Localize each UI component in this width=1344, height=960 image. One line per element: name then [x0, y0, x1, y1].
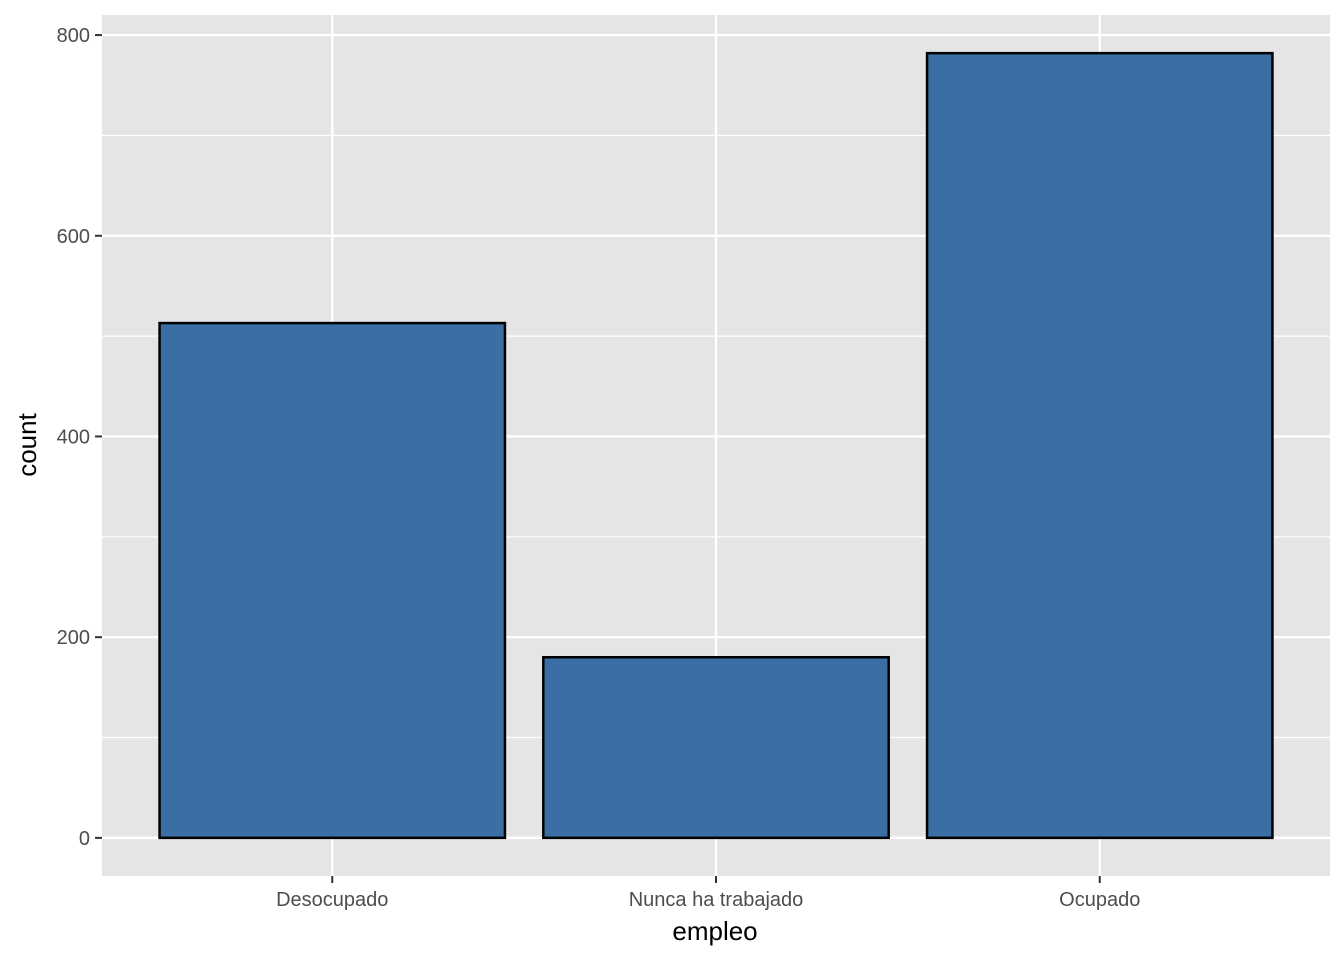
x-tick-label: Ocupado	[1059, 889, 1140, 911]
y-tick-label: 200	[57, 627, 90, 649]
bar-desocupado	[158, 321, 507, 840]
bars	[158, 51, 1274, 840]
y-axis-title: count	[12, 412, 42, 476]
y-tick-label: 800	[57, 25, 90, 47]
x-tick-label: Nunca ha trabajado	[629, 889, 804, 911]
y-tick-label: 600	[57, 226, 90, 248]
y-tick-label: 400	[57, 426, 90, 448]
x-tick-label: Desocupado	[276, 889, 388, 911]
y-tick-label: 0	[79, 828, 90, 850]
bar-ocupado	[925, 51, 1274, 840]
x-axis-title: empleo	[672, 916, 757, 946]
y-axis: 0 200 400 600 800	[57, 25, 102, 850]
x-axis: Desocupado Nunca ha trabajado Ocupado	[276, 876, 1140, 911]
bar-nunca-ha-trabajado	[542, 655, 890, 840]
